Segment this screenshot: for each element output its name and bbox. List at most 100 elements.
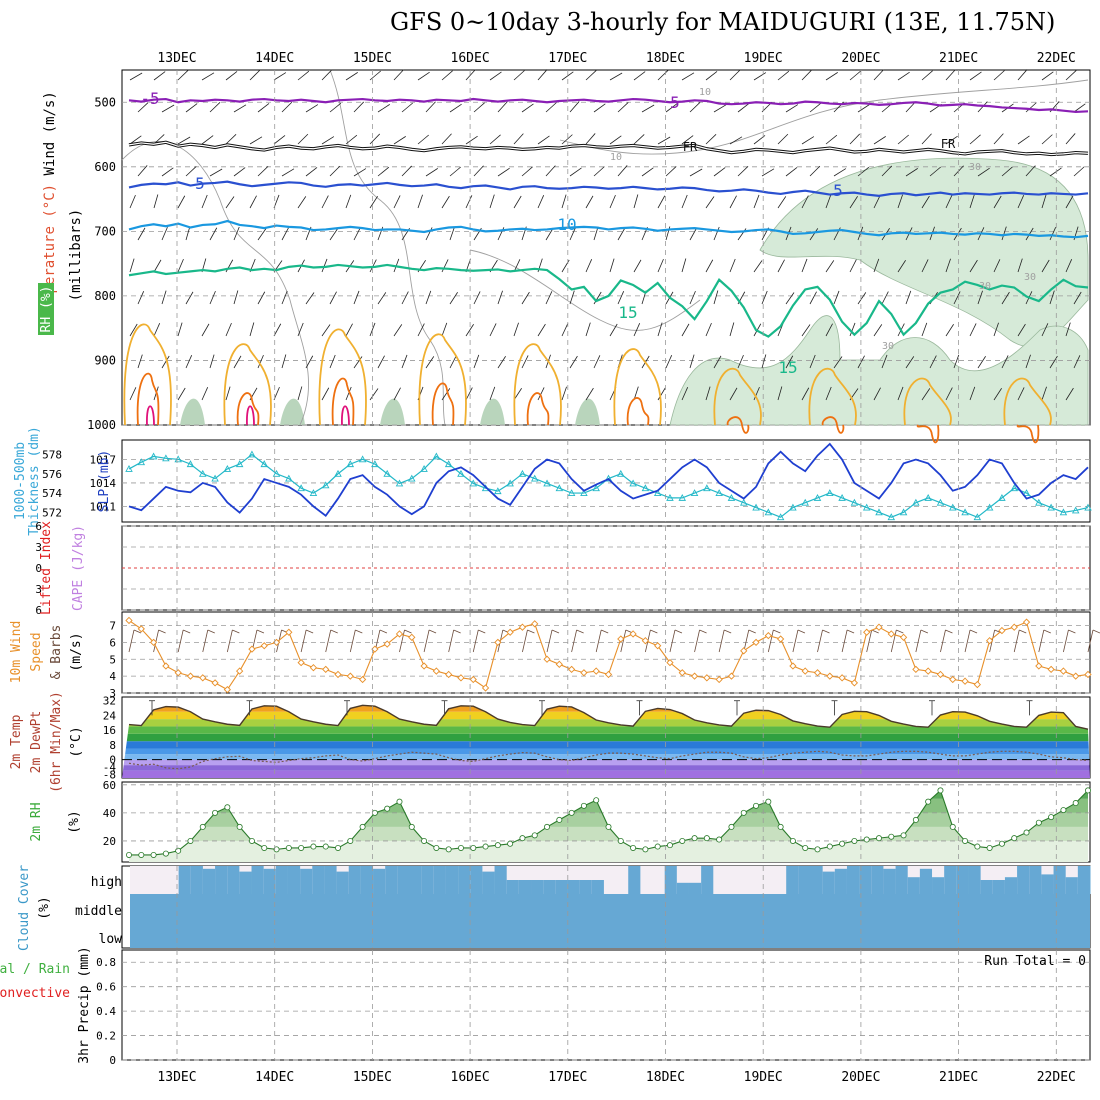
- wind-barb: [665, 103, 678, 113]
- thickness-point: [727, 493, 736, 501]
- wind-barb: [201, 72, 215, 81]
- thickness-point: [912, 498, 920, 506]
- rh-point: [457, 844, 464, 851]
- rh-shaded-spot: [180, 398, 205, 425]
- wind-barb: [369, 322, 376, 337]
- rh-point: [236, 823, 243, 830]
- rh-point: [298, 844, 305, 851]
- wind-barb: [441, 259, 449, 273]
- rh-point: [347, 837, 354, 844]
- cloud-high-bar: [871, 866, 884, 894]
- wind-barb: [129, 72, 143, 81]
- wind-barb: [1065, 387, 1074, 401]
- wind-barb: [537, 387, 545, 401]
- wind-barb-flag: [576, 629, 584, 634]
- wind-barb: [297, 133, 309, 145]
- wind-barb: [513, 133, 524, 145]
- wind-barb: [137, 102, 149, 113]
- thickness-point: [518, 469, 527, 477]
- cloud-high-bar: [470, 866, 483, 894]
- wind-barb: [801, 69, 813, 81]
- wind-speed-point: [715, 675, 723, 684]
- precip-tick-label: 0.8: [96, 956, 116, 969]
- slp-tick-label: 1014: [90, 477, 117, 490]
- wind-barb: [689, 101, 701, 113]
- precip-tick-label: 0: [109, 1054, 116, 1067]
- wind-barb: [825, 386, 832, 401]
- wind-barb: [761, 354, 767, 369]
- wind-barb: [377, 355, 385, 369]
- rh-point: [900, 832, 907, 839]
- wind-speed-point: [592, 667, 600, 675]
- thickness-point: [223, 465, 232, 472]
- wind-barb: [593, 103, 606, 113]
- cloud-high-bar: [263, 868, 277, 894]
- temp-band: [122, 748, 1090, 755]
- thickness-point: [321, 481, 330, 489]
- rh-shaded-spot: [380, 398, 405, 425]
- wind-speed-point: [924, 667, 932, 675]
- rh-point: [384, 805, 391, 812]
- rh-point: [335, 844, 342, 851]
- contour-label: FR: [941, 137, 956, 151]
- wind-barb: [585, 259, 593, 273]
- rh-point: [617, 837, 624, 844]
- thickness-point: [395, 479, 404, 487]
- rh-band: [129, 840, 1088, 862]
- temp-tick-label: 24: [103, 709, 117, 722]
- wind-barb: [1017, 258, 1023, 273]
- wind-barb: [393, 387, 401, 401]
- cloud-high-bar: [1004, 877, 1018, 894]
- wind-speed-point: [936, 670, 945, 679]
- cloud-high-bar: [895, 866, 909, 894]
- wind-barb: [321, 258, 328, 273]
- isotherm-hot: [246, 405, 255, 426]
- wind-barb: [257, 165, 269, 177]
- wind-barb: [585, 322, 591, 337]
- panel-frame-precip: [121, 949, 1091, 1061]
- wind-barb: [1049, 290, 1055, 305]
- rh-axis-title: 2m RH: [29, 802, 44, 841]
- wind-barb: [561, 71, 574, 81]
- contour-label: 5: [195, 174, 205, 193]
- wind-speed-point: [654, 642, 662, 650]
- wind-barb: [569, 290, 575, 305]
- date-label-top: 17DEC: [548, 51, 587, 66]
- wind-tick-label: 4: [109, 670, 116, 683]
- contour-label: -5: [140, 89, 159, 108]
- date-label-top: 21DEC: [939, 51, 978, 66]
- cloud-high-bar: [421, 866, 435, 894]
- rh-point: [494, 842, 501, 849]
- cloud-high-bar: [1017, 866, 1030, 894]
- y-tick-label: 1000: [87, 418, 116, 432]
- wind-barb: [689, 354, 695, 369]
- wind-speed-point: [260, 642, 268, 650]
- isotherm-warm-inner: [1016, 424, 1040, 444]
- wind-barb: [185, 355, 193, 369]
- wind-barb: [657, 258, 664, 273]
- wind-barb-10m: [153, 629, 159, 653]
- wind-barb: [273, 72, 287, 81]
- wind-barb: [393, 324, 403, 337]
- wind-barb: [353, 168, 367, 177]
- cloud-high-bar: [336, 871, 350, 894]
- wind-barb: [513, 388, 522, 401]
- wind-barb: [1041, 386, 1047, 401]
- date-label-bottom: 16DEC: [451, 1070, 490, 1085]
- wind-barb: [393, 69, 404, 81]
- wind-barb: [513, 70, 525, 81]
- rh-point: [1072, 800, 1079, 807]
- cloud-high-bar: [798, 866, 812, 894]
- cloud-high-bar: [919, 868, 933, 894]
- wind-barb: [633, 71, 646, 81]
- thickness-point: [948, 503, 957, 511]
- y-axis-title-rh: RH (%): [39, 286, 54, 333]
- wind-barb-10m: [472, 629, 479, 653]
- rh-point: [875, 835, 882, 842]
- wind-barb: [569, 101, 580, 113]
- thickness-point: [530, 474, 539, 482]
- wind-barb: [257, 228, 267, 241]
- temp-tick-label: 16: [103, 724, 116, 737]
- slp-tick-label: 1011: [90, 500, 117, 513]
- wind-speed-point: [899, 633, 908, 641]
